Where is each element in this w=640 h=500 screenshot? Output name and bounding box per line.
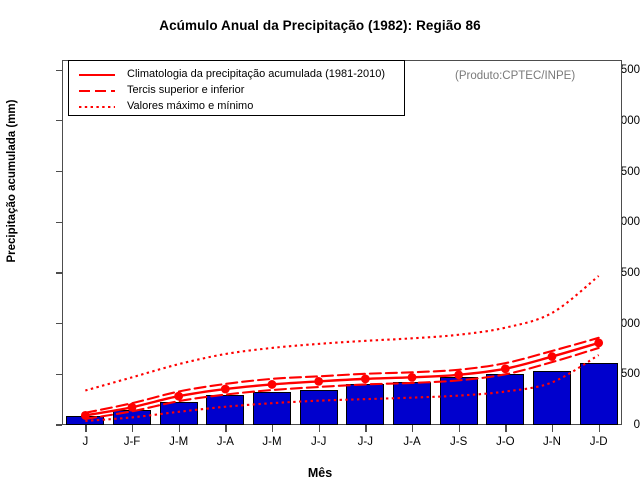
bar	[392, 381, 432, 425]
source-note: (Produto:CPTEC/INPE)	[455, 70, 576, 82]
x-axis-label: Mês	[307, 466, 333, 480]
x-tick-label: J-D	[589, 436, 608, 448]
bar	[159, 402, 198, 425]
x-tick-label: J-M	[262, 436, 282, 448]
bar	[346, 384, 385, 425]
bar	[206, 395, 245, 425]
x-tick-label: J-J	[357, 436, 373, 448]
y-tick-mark	[56, 424, 62, 426]
y-tick-mark	[56, 120, 62, 122]
x-tick-mark	[178, 425, 180, 432]
x-tick-label: J-A	[403, 436, 421, 448]
x-tick-mark	[598, 425, 600, 432]
x-tick-mark	[365, 425, 367, 432]
x-tick-label: J-S	[450, 436, 468, 448]
legend-label: Valores máximo e mínimo	[127, 100, 254, 112]
y-tick-mark	[56, 69, 62, 71]
bar	[112, 409, 152, 425]
x-tick-mark	[225, 425, 227, 432]
bar	[299, 389, 338, 425]
legend-label: Tercis superior e inferior	[127, 84, 245, 96]
x-tick-label: J-N	[543, 436, 561, 448]
y-axis-label: Precipitação acumulada (mm)	[6, 99, 18, 263]
x-tick-mark	[552, 425, 554, 432]
x-tick-mark	[85, 425, 87, 432]
x-tick-mark	[132, 425, 134, 432]
x-tick-mark	[458, 425, 460, 432]
x-tick-label: J-F	[123, 436, 141, 448]
bar	[579, 362, 618, 425]
x-tick-mark	[272, 425, 274, 432]
x-tick-mark	[318, 425, 320, 432]
x-tick-label: J-M	[169, 436, 189, 448]
y-tick-mark	[56, 170, 62, 173]
y-tick-mark	[56, 323, 62, 325]
bar	[486, 374, 525, 425]
y-tick-label: 500	[620, 368, 640, 381]
bar	[66, 415, 105, 425]
page-title: Acúmulo Anual da Precipitação (1982): Re…	[159, 18, 481, 33]
bar	[439, 377, 478, 425]
y-tick-mark	[56, 272, 62, 274]
legend: Climatologia da precipitação acumulada (…	[68, 60, 405, 116]
x-tick-label: J-J	[310, 436, 327, 448]
x-tick-mark	[505, 425, 507, 432]
x-tick-label: J-A	[216, 436, 234, 448]
dashed-line-icon	[79, 89, 115, 93]
y-tick-mark	[56, 221, 62, 223]
bar	[532, 371, 572, 425]
x-tick-label: J	[82, 436, 89, 448]
bar	[252, 391, 292, 425]
dotted-line-icon	[79, 105, 115, 109]
y-tick-mark	[56, 373, 62, 375]
y-tick-label: 0	[633, 419, 640, 431]
solid-line-icon	[79, 73, 115, 77]
legend-label: Climatologia da precipitação acumulada (…	[127, 68, 386, 80]
x-tick-mark	[412, 425, 414, 432]
x-tick-label: J-O	[496, 436, 515, 448]
